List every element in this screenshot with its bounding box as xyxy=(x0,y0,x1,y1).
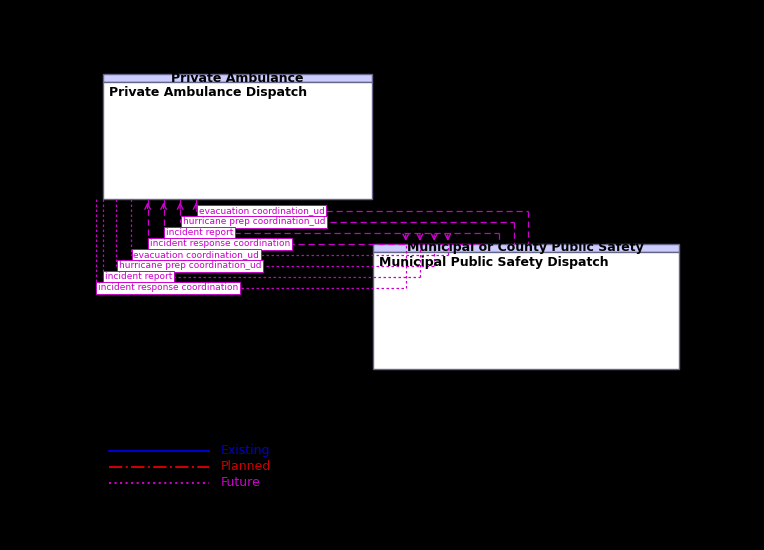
Text: hurricane prep coordination_ud: hurricane prep coordination_ud xyxy=(118,261,261,271)
Text: incident response coordination: incident response coordination xyxy=(150,239,290,249)
FancyBboxPatch shape xyxy=(373,244,678,251)
Text: hurricane prep coordination_ud: hurricane prep coordination_ud xyxy=(183,217,325,227)
FancyBboxPatch shape xyxy=(102,82,372,200)
Text: Future: Future xyxy=(221,476,261,489)
Text: Municipal Public Safety Dispatch: Municipal Public Safety Dispatch xyxy=(378,256,608,269)
FancyBboxPatch shape xyxy=(102,74,372,82)
FancyBboxPatch shape xyxy=(373,251,678,369)
Text: Private Ambulance: Private Ambulance xyxy=(171,72,303,85)
Text: incident report: incident report xyxy=(105,272,173,282)
Text: incident report: incident report xyxy=(166,228,233,238)
Text: Municipal or County Public Safety: Municipal or County Public Safety xyxy=(407,241,644,254)
Text: Planned: Planned xyxy=(221,460,271,473)
Text: Private Ambulance Dispatch: Private Ambulance Dispatch xyxy=(108,86,306,100)
Text: evacuation coordination_ud: evacuation coordination_ud xyxy=(134,250,259,260)
Text: Existing: Existing xyxy=(221,444,270,457)
Text: evacuation coordination_ud: evacuation coordination_ud xyxy=(199,206,325,216)
Text: incident response coordination: incident response coordination xyxy=(98,283,238,293)
